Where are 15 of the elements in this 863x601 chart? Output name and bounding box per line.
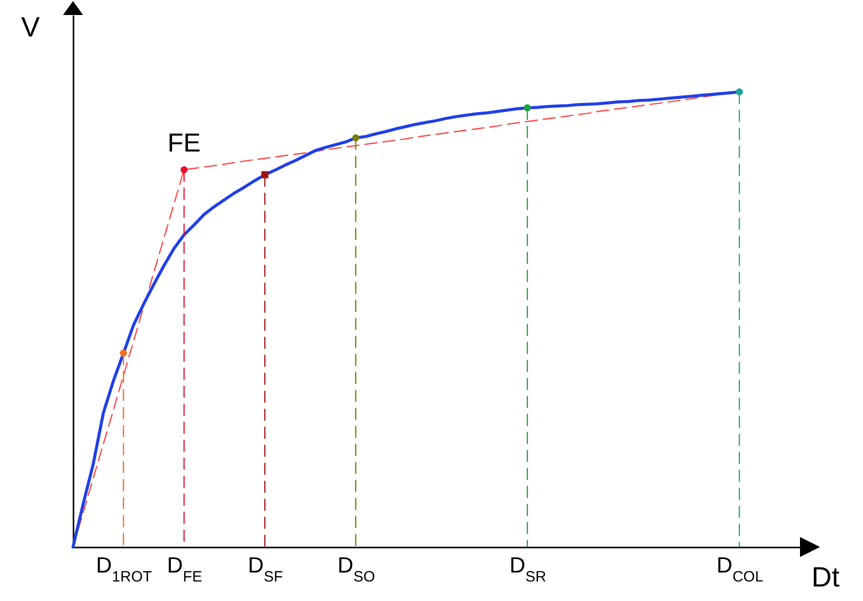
point — [180, 166, 188, 174]
x-tick-label: D$_{FE}$ — [167, 552, 202, 585]
x-tick-label: D$_{SR}$ — [510, 552, 546, 585]
point — [524, 104, 531, 112]
annotation: FE — [167, 128, 201, 158]
x-tick-label: D$_{SO}$ — [337, 552, 376, 585]
point — [352, 134, 360, 142]
y-axis-title: V — [21, 12, 40, 42]
point — [736, 88, 743, 96]
point — [120, 350, 128, 357]
x-tick-label: D$_{COL}$ — [716, 552, 764, 585]
x-tick-label: D$_{1ROT}$ — [96, 552, 152, 585]
point — [261, 171, 268, 178]
x-tick-label: D$_{SF}$ — [248, 552, 283, 585]
x-axis-title: Dt — [812, 562, 840, 592]
